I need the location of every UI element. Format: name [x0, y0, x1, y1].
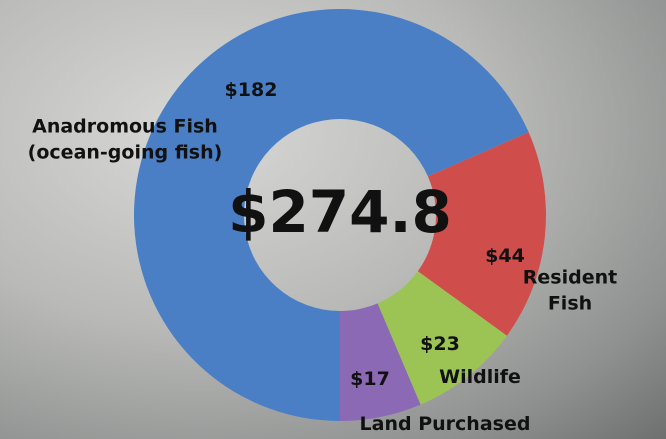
donut-slice [417, 132, 546, 336]
category-label: Anadromous Fish (ocean-going fish) [27, 115, 223, 163]
donut-slice [340, 303, 421, 421]
category-label: Land Purchased [359, 413, 531, 436]
category-label: Wildlife [439, 366, 521, 389]
center-label: $274.8 [228, 178, 452, 246]
value-label: $23 [420, 333, 460, 356]
donut-slice [377, 271, 507, 405]
value-label: $17 [350, 368, 390, 391]
value-label: $44 [485, 245, 525, 268]
value-label: $182 [224, 79, 278, 102]
category-label: Resident Fish [522, 266, 618, 314]
donut-slice [133, 8, 529, 421]
